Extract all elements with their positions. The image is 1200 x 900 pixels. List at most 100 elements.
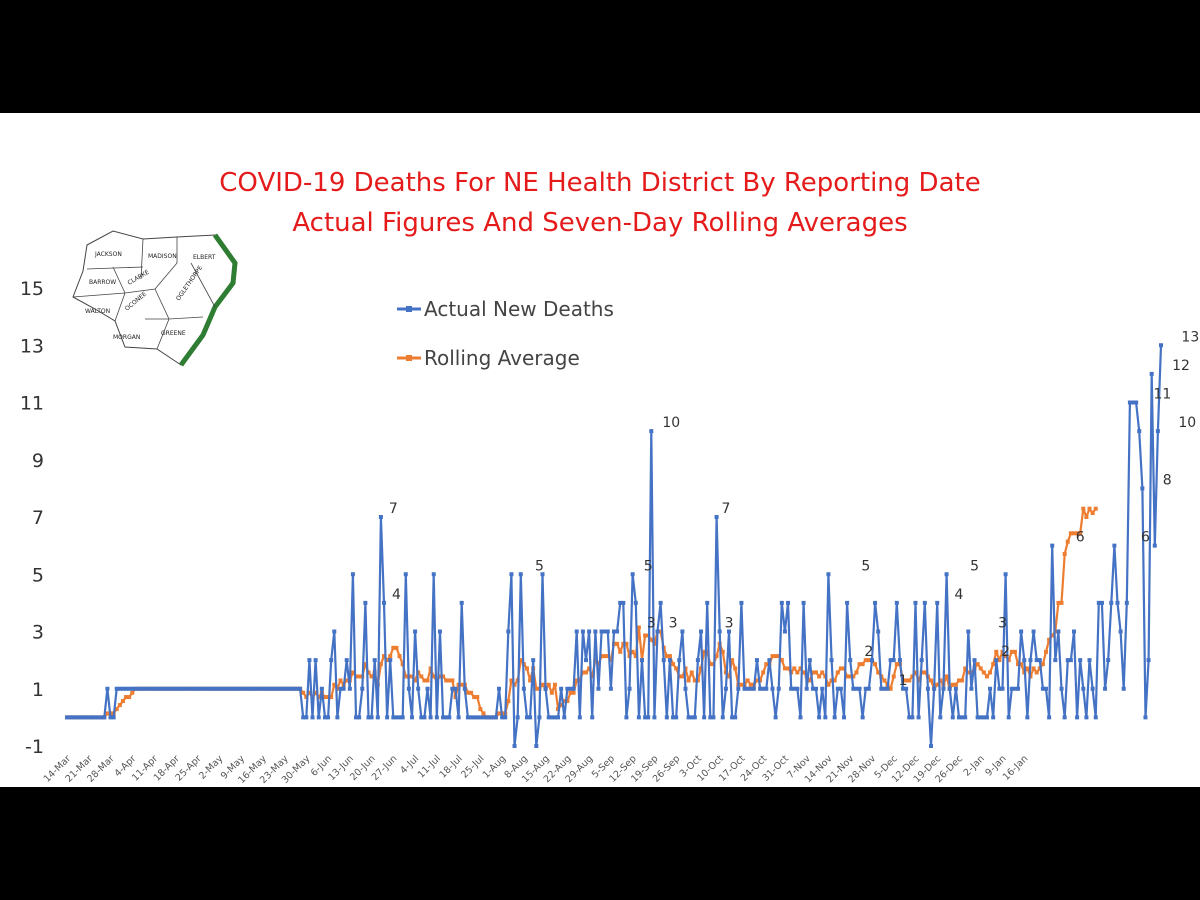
actual-deaths-point xyxy=(689,715,694,720)
actual-deaths-point xyxy=(257,686,262,691)
actual-deaths-point xyxy=(105,686,110,691)
actual-deaths-point xyxy=(643,715,648,720)
rolling-average-point xyxy=(599,654,604,659)
actual-deaths-point xyxy=(907,715,912,720)
actual-deaths-point xyxy=(179,686,184,691)
actual-deaths-point xyxy=(723,686,728,691)
rolling-average-point xyxy=(807,678,812,683)
rolling-average-point xyxy=(1071,531,1076,536)
data-label: 12 xyxy=(1172,358,1190,374)
actual-deaths-point xyxy=(754,658,759,663)
rolling-average-point xyxy=(1034,670,1039,675)
legend-marker-rolling xyxy=(406,355,412,361)
actual-deaths-point xyxy=(984,715,989,720)
rolling-average-point xyxy=(105,711,110,716)
actual-deaths-point xyxy=(950,715,955,720)
actual-deaths-point xyxy=(671,715,676,720)
actual-deaths-point xyxy=(841,715,846,720)
actual-deaths-point xyxy=(910,715,915,720)
actual-deaths-point xyxy=(695,658,700,663)
actual-deaths-point xyxy=(618,600,623,605)
map-label: MADISON xyxy=(148,253,177,260)
rolling-average-point xyxy=(329,695,334,700)
data-label: 1 xyxy=(899,673,908,689)
rolling-average-point xyxy=(1081,506,1086,511)
rolling-average-point xyxy=(559,703,564,708)
actual-deaths-point xyxy=(991,715,996,720)
actual-deaths-point xyxy=(521,686,526,691)
rolling-average-point xyxy=(1075,531,1080,536)
actual-deaths-point xyxy=(1146,658,1151,663)
actual-deaths-point xyxy=(291,686,296,691)
actual-deaths-point xyxy=(565,686,570,691)
actual-deaths-point xyxy=(944,572,949,577)
actual-deaths-point xyxy=(792,686,797,691)
actual-deaths-point xyxy=(1016,686,1021,691)
data-label: 3 xyxy=(725,616,734,632)
actual-deaths-point xyxy=(83,715,88,720)
rolling-average-point xyxy=(953,682,958,687)
actual-deaths-point xyxy=(1034,658,1039,663)
actual-deaths-point xyxy=(1137,429,1142,434)
actual-deaths-point xyxy=(406,686,411,691)
rolling-average-point xyxy=(385,658,390,663)
actual-deaths-point xyxy=(211,686,216,691)
actual-deaths-point xyxy=(804,686,809,691)
rolling-average-point xyxy=(733,666,738,671)
rolling-average-point xyxy=(1068,531,1073,536)
actual-deaths-point xyxy=(490,715,495,720)
actual-deaths-point xyxy=(574,629,579,634)
actual-deaths-point xyxy=(459,600,464,605)
actual-deaths-point xyxy=(294,686,299,691)
actual-deaths-point xyxy=(845,600,850,605)
actual-deaths-point xyxy=(195,686,200,691)
data-label: 10 xyxy=(662,415,680,431)
actual-deaths-point xyxy=(664,715,669,720)
rolling-average-point xyxy=(565,699,570,704)
actual-deaths-point xyxy=(416,686,421,691)
y-tick-label: 13 xyxy=(20,335,44,357)
rolling-average-point xyxy=(944,674,949,679)
actual-deaths-point xyxy=(270,686,275,691)
actual-deaths-point xyxy=(469,715,474,720)
rolling-average-point xyxy=(633,654,638,659)
rolling-average-point xyxy=(761,670,766,675)
rolling-average-point xyxy=(326,695,331,700)
actual-deaths-point xyxy=(204,686,209,691)
map-label: ELBERT xyxy=(193,254,216,261)
actual-deaths-point xyxy=(882,686,887,691)
actual-deaths-point xyxy=(375,715,380,720)
rolling-average-point xyxy=(338,678,343,683)
actual-deaths-point xyxy=(674,715,679,720)
data-label: 5 xyxy=(970,558,979,574)
actual-deaths-point xyxy=(155,686,160,691)
rolling-average-point xyxy=(1093,506,1098,511)
actual-deaths-point xyxy=(462,686,467,691)
x-tick-label: 1-Aug xyxy=(481,753,508,780)
actual-deaths-point xyxy=(894,600,899,605)
rolling-average-point xyxy=(478,707,483,712)
actual-deaths-point xyxy=(341,686,346,691)
rolling-average-point xyxy=(1031,666,1036,671)
x-axis: 14-Mar21-Mar28-Mar4-Apr11-Apr18-Apr25-Ap… xyxy=(42,753,1031,786)
actual-deaths-point xyxy=(1152,543,1157,548)
rolling-average-point xyxy=(602,654,607,659)
rolling-average-point xyxy=(795,670,800,675)
actual-deaths-point xyxy=(947,686,952,691)
actual-deaths-point xyxy=(114,686,119,691)
x-tick-label: 2-Jan xyxy=(962,753,987,778)
actual-deaths-point xyxy=(925,686,930,691)
y-tick-label: 5 xyxy=(32,564,44,586)
actual-deaths-point xyxy=(686,715,691,720)
rolling-average-point xyxy=(568,690,573,695)
actual-deaths-point xyxy=(786,600,791,605)
actual-deaths-point xyxy=(929,744,934,748)
actual-deaths-point xyxy=(148,686,153,691)
actual-deaths-point xyxy=(1059,686,1064,691)
rolling-average-point xyxy=(1084,515,1089,519)
actual-deaths-point xyxy=(782,629,787,634)
rolling-average-point xyxy=(720,649,725,654)
actual-deaths-point xyxy=(263,686,268,691)
actual-deaths-point xyxy=(966,629,971,634)
actual-deaths-point xyxy=(245,686,250,691)
